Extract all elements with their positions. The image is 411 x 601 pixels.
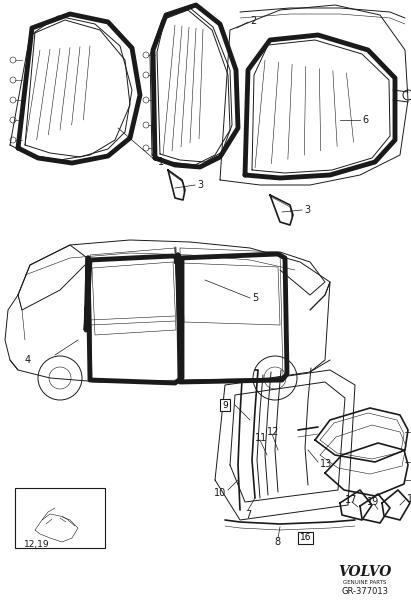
Circle shape: [49, 367, 71, 389]
Circle shape: [403, 90, 411, 100]
Text: 12: 12: [267, 427, 279, 437]
Text: 11: 11: [255, 433, 267, 443]
Text: 10: 10: [214, 488, 226, 498]
Circle shape: [10, 57, 16, 63]
Circle shape: [10, 77, 16, 83]
Circle shape: [253, 356, 297, 400]
Text: VOLVO: VOLVO: [338, 565, 392, 579]
Text: 17: 17: [345, 495, 358, 505]
Text: 2: 2: [250, 16, 256, 26]
Text: 9: 9: [222, 400, 228, 409]
Text: 8: 8: [274, 537, 280, 547]
Text: 18: 18: [407, 494, 411, 504]
Bar: [15, 488, 105, 548]
Text: 3: 3: [197, 180, 203, 190]
Circle shape: [143, 122, 149, 128]
Text: 16: 16: [300, 534, 312, 543]
Circle shape: [38, 356, 82, 400]
Text: 6: 6: [362, 115, 368, 125]
Text: GENUINE PARTS: GENUINE PARTS: [343, 579, 387, 585]
Text: 4: 4: [25, 355, 31, 365]
Circle shape: [143, 145, 149, 151]
Text: 19: 19: [367, 497, 379, 507]
Text: 13: 13: [320, 459, 332, 469]
Circle shape: [10, 97, 16, 103]
Circle shape: [10, 117, 16, 123]
Text: GR-377013: GR-377013: [342, 587, 388, 596]
Text: 1: 1: [158, 157, 164, 167]
Circle shape: [143, 97, 149, 103]
Text: 12,19: 12,19: [24, 540, 50, 549]
Circle shape: [264, 367, 286, 389]
Circle shape: [143, 72, 149, 78]
Circle shape: [10, 137, 16, 143]
Text: 5: 5: [252, 293, 258, 303]
Text: 7: 7: [245, 510, 251, 520]
Circle shape: [143, 52, 149, 58]
Text: 3: 3: [304, 205, 310, 215]
